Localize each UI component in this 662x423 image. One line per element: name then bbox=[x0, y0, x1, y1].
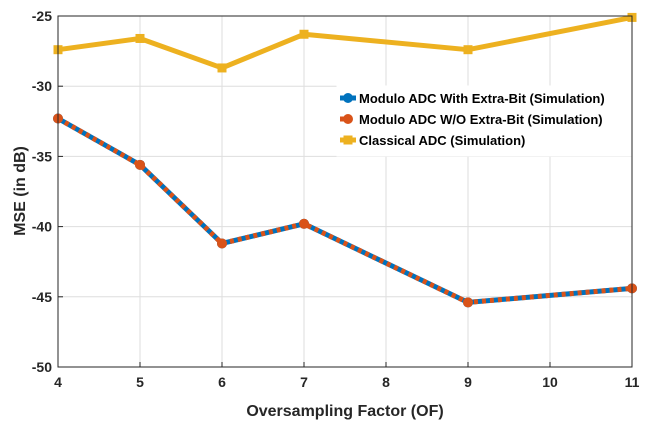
x-tick-label: 8 bbox=[382, 374, 390, 390]
legend-marker bbox=[343, 135, 353, 145]
series-layer bbox=[53, 12, 637, 308]
legend-label: Classical ADC (Simulation) bbox=[359, 133, 525, 148]
legend-entry: Modulo ADC W/O Extra-Bit (Simulation) bbox=[340, 112, 603, 127]
x-tick-label: 6 bbox=[218, 374, 226, 390]
ticks: 4 5 6 7 8 9 10 11 -25 -30 -35 -40 -45 -50 bbox=[32, 8, 640, 390]
data-point bbox=[299, 29, 309, 39]
x-tick-label: 4 bbox=[54, 374, 62, 390]
legend-entry: Classical ADC (Simulation) bbox=[340, 133, 525, 148]
y-tick-label: -25 bbox=[32, 8, 52, 24]
y-tick-label: -35 bbox=[32, 148, 52, 164]
x-tick-label: 9 bbox=[464, 374, 472, 390]
data-point bbox=[299, 218, 309, 229]
legend-marker bbox=[343, 114, 353, 124]
plot-frame bbox=[57, 15, 633, 368]
data-point bbox=[135, 159, 145, 170]
y-tick-label: -45 bbox=[32, 289, 52, 305]
x-tick-label: 7 bbox=[300, 374, 308, 390]
x-tick-label: 10 bbox=[542, 374, 558, 390]
plot-area bbox=[58, 16, 632, 367]
data-point bbox=[217, 63, 227, 73]
x-tick-label: 11 bbox=[625, 374, 640, 390]
data-point bbox=[463, 297, 473, 308]
x-axis-title: Oversampling Factor (OF) bbox=[246, 403, 443, 420]
series-2 bbox=[53, 113, 637, 308]
y-tick-label: -30 bbox=[32, 78, 52, 94]
y-tick-label: -50 bbox=[32, 359, 52, 375]
legend-label: Modulo ADC W/O Extra-Bit (Simulation) bbox=[359, 112, 603, 127]
legend-box bbox=[336, 85, 632, 157]
legend: Modulo ADC With Extra-Bit (Simulation) Mo… bbox=[336, 85, 632, 157]
y-tick-label: -40 bbox=[32, 219, 52, 235]
legend-marker bbox=[343, 93, 353, 103]
series-2-line bbox=[56, 116, 633, 305]
legend-label: Modulo ADC With Extra-Bit (Simulation) bbox=[359, 91, 605, 106]
data-point bbox=[135, 33, 145, 43]
data-point bbox=[217, 238, 227, 249]
data-point bbox=[463, 45, 473, 55]
series-3-line bbox=[57, 14, 633, 71]
x-tick-label: 5 bbox=[136, 374, 144, 390]
y-axis-title: MSE (in dB) bbox=[12, 146, 29, 236]
legend-entry: Modulo ADC With Extra-Bit (Simulation) bbox=[340, 91, 605, 106]
